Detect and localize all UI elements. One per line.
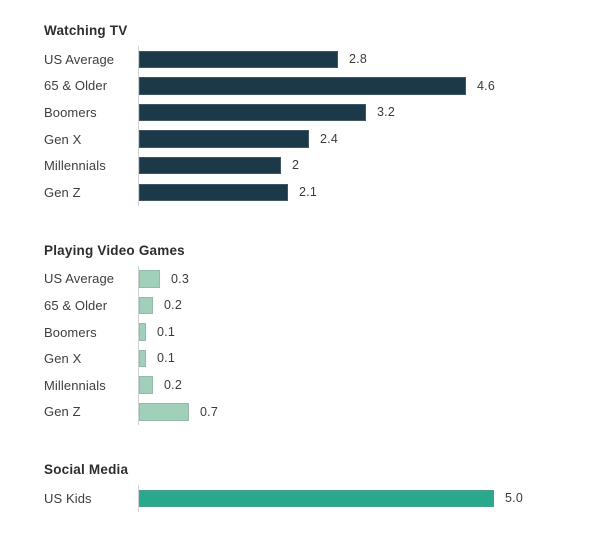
value-label: 0.7 — [200, 404, 218, 419]
bar-row: Boomers 3.2 — [44, 99, 580, 126]
bar-rows: US Kids 5.0 — [44, 485, 580, 512]
bar — [139, 296, 153, 315]
bar — [139, 489, 494, 508]
bar-area: 4.6 — [138, 72, 580, 100]
value-label: 3.2 — [377, 105, 395, 120]
value-label: 0.1 — [157, 324, 175, 339]
bar-area: 0.2 — [138, 371, 580, 399]
section-title: Watching TV — [44, 23, 128, 38]
bar-area: 2.8 — [138, 46, 580, 73]
value-label: 2.8 — [349, 52, 367, 67]
bar-row: Gen X 0.1 — [44, 345, 580, 372]
category-label: Millennials — [44, 158, 106, 174]
bar-row: 65 & Older 0.2 — [44, 292, 580, 319]
bar-row: Millennials 2 — [44, 152, 580, 179]
bar-area: 0.1 — [138, 345, 580, 372]
chart-section: Playing Video Games US Average 0.3 65 & Ol… — [44, 242, 580, 426]
value-label: 2 — [292, 158, 300, 173]
bar-row: Gen X 2.4 — [44, 125, 580, 153]
value-label: 0.1 — [157, 351, 175, 366]
bar — [139, 323, 146, 341]
bar-area: 5.0 — [138, 485, 580, 512]
category-label: US Kids — [44, 490, 92, 506]
bar — [139, 130, 309, 148]
bar-row: Boomers 0.1 — [44, 318, 580, 346]
bar — [139, 103, 366, 122]
category-label: Boomers — [44, 104, 97, 120]
bar-row: US Kids 5.0 — [44, 485, 580, 512]
bar-row: US Average 2.8 — [44, 46, 580, 73]
value-label: 5.0 — [505, 491, 523, 506]
section-title: Playing Video Games — [44, 242, 185, 258]
bar-area: 0.3 — [138, 265, 580, 293]
bar-area: 0.1 — [138, 318, 580, 346]
bar-area: 2.4 — [138, 125, 580, 153]
category-label: Millennials — [44, 377, 106, 393]
value-label: 0.3 — [171, 271, 189, 286]
bar-row: Gen Z 0.7 — [44, 398, 580, 426]
bar — [139, 183, 288, 202]
category-label: Gen Z — [44, 184, 81, 200]
bar-area: 2.1 — [138, 178, 580, 206]
category-label: Gen X — [44, 351, 82, 367]
bar-area: 0.7 — [138, 398, 580, 426]
bar-area: 3.2 — [138, 99, 580, 126]
category-label: Boomers — [44, 324, 97, 340]
value-label: 2.4 — [320, 131, 338, 146]
value-label: 2.1 — [299, 185, 317, 200]
bar-row: Gen Z 2.1 — [44, 178, 580, 206]
bar-area: 2 — [138, 152, 580, 179]
bar — [139, 50, 338, 69]
bar-area: 0.2 — [138, 292, 580, 319]
bar — [139, 156, 281, 175]
bar-rows: US Average 2.8 65 & Older 4.6 Boomers 3.2 Gen … — [44, 46, 580, 206]
chart-section: Watching TV US Average 2.8 65 & Older 4.6 Bo… — [44, 22, 580, 206]
bar — [139, 376, 153, 394]
category-label: 65 & Older — [44, 78, 108, 94]
category-label: US Average — [44, 271, 115, 287]
category-label: Gen X — [44, 131, 82, 147]
value-label: 4.6 — [477, 78, 495, 93]
bar-row: Millennials 0.2 — [44, 371, 580, 399]
category-label: Gen Z — [44, 404, 81, 420]
bar — [139, 349, 146, 368]
category-label: US Average — [44, 51, 115, 67]
section-title: Social Media — [44, 462, 129, 478]
category-label: 65 & Older — [44, 297, 108, 313]
bar-row: 65 & Older 4.6 — [44, 72, 580, 100]
value-label: 0.2 — [164, 377, 182, 392]
bar — [139, 77, 466, 95]
bar-rows: US Average 0.3 65 & Older 0.2 Boomers 0.1 Gen … — [44, 265, 580, 426]
bar — [139, 270, 160, 288]
bar-row: US Average 0.3 — [44, 265, 580, 293]
chart-section: Social Media US Kids 5.0 — [44, 461, 580, 512]
bar — [139, 403, 189, 421]
value-label: 0.2 — [164, 298, 182, 313]
